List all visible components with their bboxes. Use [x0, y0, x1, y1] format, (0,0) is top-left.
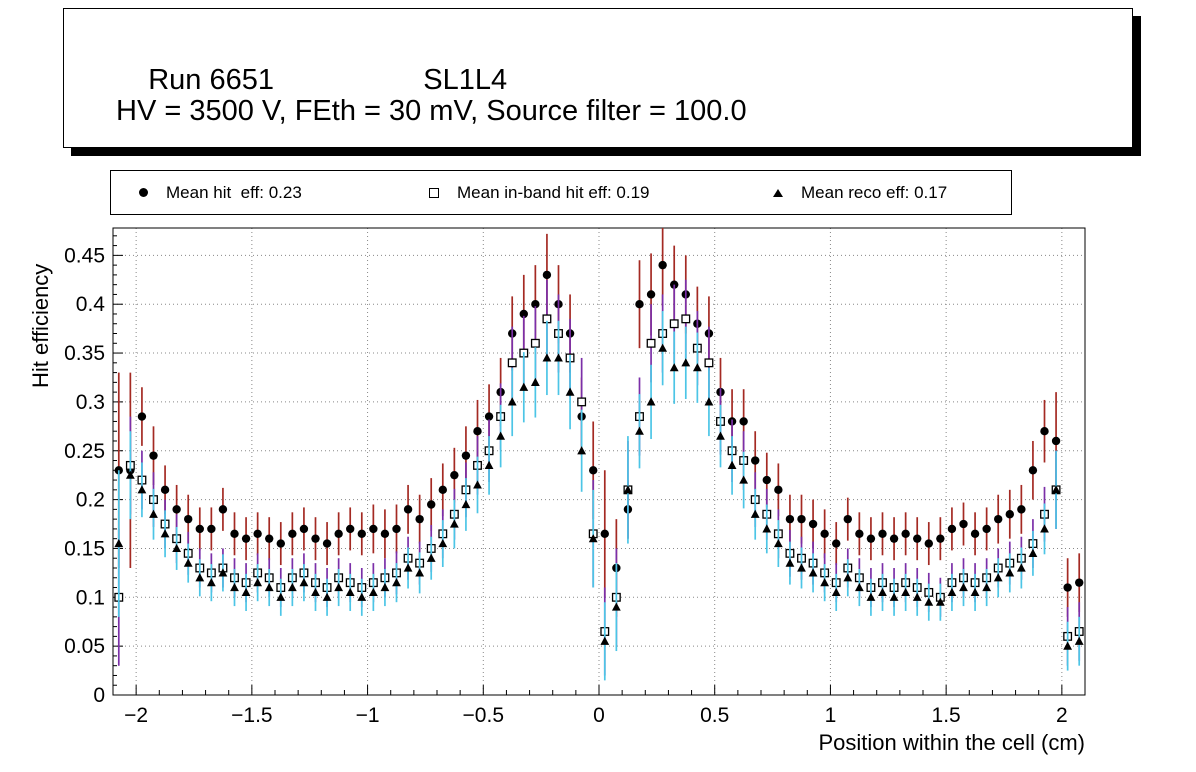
svg-text:−2: −2 [124, 704, 148, 727]
run-label: Run 6651 [148, 64, 275, 96]
svg-text:0.2: 0.2 [76, 489, 105, 512]
svg-text:Position within the cell (cm): Position within the cell (cm) [818, 730, 1085, 755]
svg-text:1.5: 1.5 [932, 704, 961, 727]
legend-entry-mean-hit-eff: Mean hit eff: 0.23 [139, 171, 302, 214]
svg-text:Hit efficiency: Hit efficiency [28, 264, 53, 388]
title-box: Run 6651 SL1L4 HV = 3500 V, FEth = 30 mV,… [63, 8, 1133, 148]
legend-label: Mean in-band hit eff: 0.19 [457, 182, 650, 202]
svg-text:2: 2 [1056, 704, 1068, 727]
filled-circle-icon [139, 188, 148, 197]
svg-text:0.25: 0.25 [64, 440, 105, 463]
legend: Mean hit eff: 0.23 Mean in-band hit eff:… [110, 170, 1012, 215]
svg-text:−1: −1 [356, 704, 380, 727]
svg-text:1: 1 [825, 704, 837, 727]
legend-entry-mean-reco-eff: Mean reco eff: 0.17 [773, 171, 947, 214]
legend-label: Mean reco eff: 0.17 [801, 182, 948, 202]
legend-entry-mean-inband-hit-eff: Mean in-band hit eff: 0.19 [429, 171, 650, 214]
svg-text:0.3: 0.3 [76, 391, 105, 414]
svg-text:0: 0 [93, 684, 105, 707]
svg-text:0.35: 0.35 [64, 342, 105, 365]
open-square-icon [429, 187, 439, 198]
svg-text:0.05: 0.05 [64, 635, 105, 658]
svg-text:−1.5: −1.5 [231, 704, 272, 727]
chamber-label: SL1L4 [423, 64, 508, 96]
svg-text:0.15: 0.15 [64, 537, 105, 560]
svg-text:0.4: 0.4 [76, 293, 106, 316]
title-line-1: Run 6651 SL1L4 [116, 31, 507, 130]
legend-label: Mean hit eff: 0.23 [166, 182, 302, 202]
svg-text:−0.5: −0.5 [463, 704, 504, 727]
svg-text:0.5: 0.5 [700, 704, 729, 727]
title-line-2: HV = 3500 V, FEth = 30 mV, Source filter… [116, 95, 747, 127]
filled-triangle-icon [773, 188, 783, 197]
svg-text:0.1: 0.1 [76, 586, 105, 609]
svg-text:0: 0 [593, 704, 605, 727]
svg-text:0.45: 0.45 [64, 244, 105, 267]
